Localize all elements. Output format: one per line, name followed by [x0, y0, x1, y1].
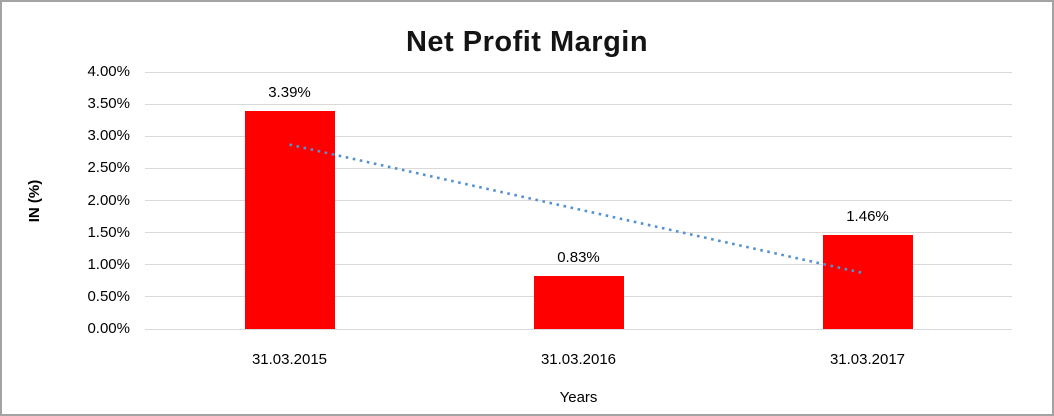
trendline — [289, 143, 864, 275]
gridline — [145, 167, 1012, 169]
x-axis-category-label: 31.03.2016 — [540, 351, 617, 368]
gridline — [145, 200, 1012, 201]
gridline — [145, 328, 1012, 330]
gridline — [145, 103, 1012, 105]
y-axis-tick-label: 3.00% — [87, 127, 130, 145]
x-axis-title: Years — [559, 389, 598, 406]
y-axis-tick-label: 0.00% — [87, 320, 130, 337]
y-axis-tick-label: 1.50% — [87, 223, 130, 241]
gridline — [145, 135, 1012, 137]
bar-value-label: 0.83% — [557, 248, 600, 266]
bar-value-label: 1.46% — [846, 208, 889, 226]
gridline — [145, 264, 1012, 266]
x-axis-category-label: 31.03.2015 — [251, 351, 328, 368]
bar — [244, 111, 335, 329]
bar — [822, 235, 913, 329]
y-axis-tick-label: 2.50% — [87, 159, 130, 177]
gridline — [145, 71, 1012, 73]
x-axis-category-label: 31.03.2017 — [829, 351, 906, 368]
bar-value-label: 3.39% — [268, 84, 311, 102]
y-axis-tick-label: 1.00% — [87, 255, 130, 273]
y-axis-tick-label: 0.50% — [87, 287, 130, 305]
y-axis-tick-label: 3.50% — [87, 95, 130, 113]
chart-title: Net Profit Margin — [405, 26, 649, 58]
y-axis-tick-label: 2.00% — [87, 191, 130, 209]
y-axis-tick-label: 4.00% — [87, 63, 130, 80]
plot-area — [145, 71, 1012, 330]
bar — [533, 275, 624, 329]
y-axis-title: IN (%) — [26, 179, 43, 223]
gridline — [145, 232, 1012, 234]
